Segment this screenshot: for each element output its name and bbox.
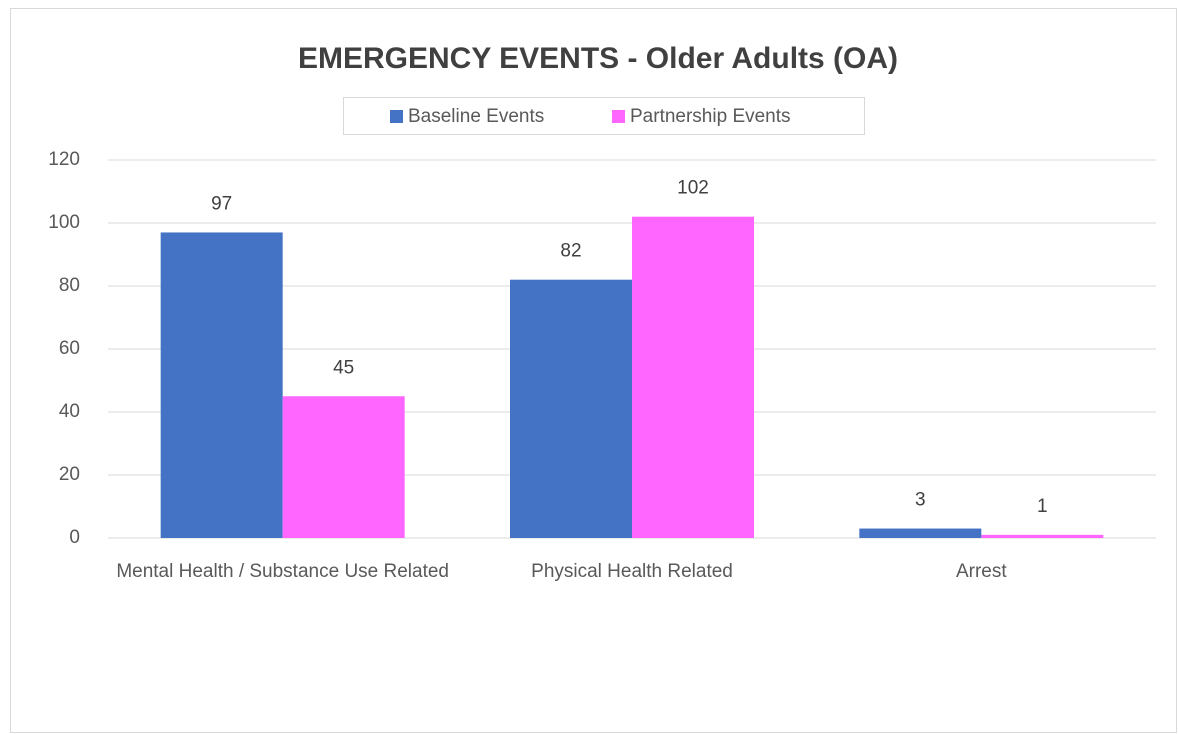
bar bbox=[859, 528, 982, 538]
y-tick-label: 0 bbox=[69, 527, 80, 548]
bar bbox=[510, 279, 632, 538]
data-label: 97 bbox=[211, 193, 232, 214]
x-tick-label: Mental Health / Substance Use Related bbox=[116, 561, 449, 582]
y-tick-label: 40 bbox=[59, 401, 80, 422]
legend-label: Baseline Events bbox=[408, 106, 544, 127]
legend-box bbox=[343, 97, 865, 135]
data-label: 102 bbox=[677, 178, 709, 199]
legend-swatch bbox=[390, 110, 403, 123]
y-tick-label: 120 bbox=[48, 149, 80, 170]
chart-frame bbox=[10, 8, 1177, 733]
bar bbox=[160, 232, 283, 538]
data-label: 82 bbox=[560, 241, 581, 262]
y-tick-label: 80 bbox=[59, 275, 80, 296]
data-label: 3 bbox=[915, 490, 926, 511]
data-label: 1 bbox=[1037, 496, 1048, 517]
y-tick-label: 20 bbox=[59, 464, 80, 485]
x-tick-label: Physical Health Related bbox=[531, 561, 733, 582]
x-tick-label: Arrest bbox=[955, 561, 1007, 582]
data-label: 45 bbox=[333, 357, 354, 378]
bar bbox=[632, 216, 754, 538]
y-tick-label: 60 bbox=[59, 338, 80, 359]
bar bbox=[981, 534, 1104, 538]
bar bbox=[282, 396, 405, 538]
legend-swatch bbox=[612, 110, 625, 123]
y-tick-label: 100 bbox=[48, 212, 80, 233]
legend-label: Partnership Events bbox=[630, 106, 791, 127]
chart-title: EMERGENCY EVENTS - Older Adults (OA) bbox=[298, 42, 898, 75]
